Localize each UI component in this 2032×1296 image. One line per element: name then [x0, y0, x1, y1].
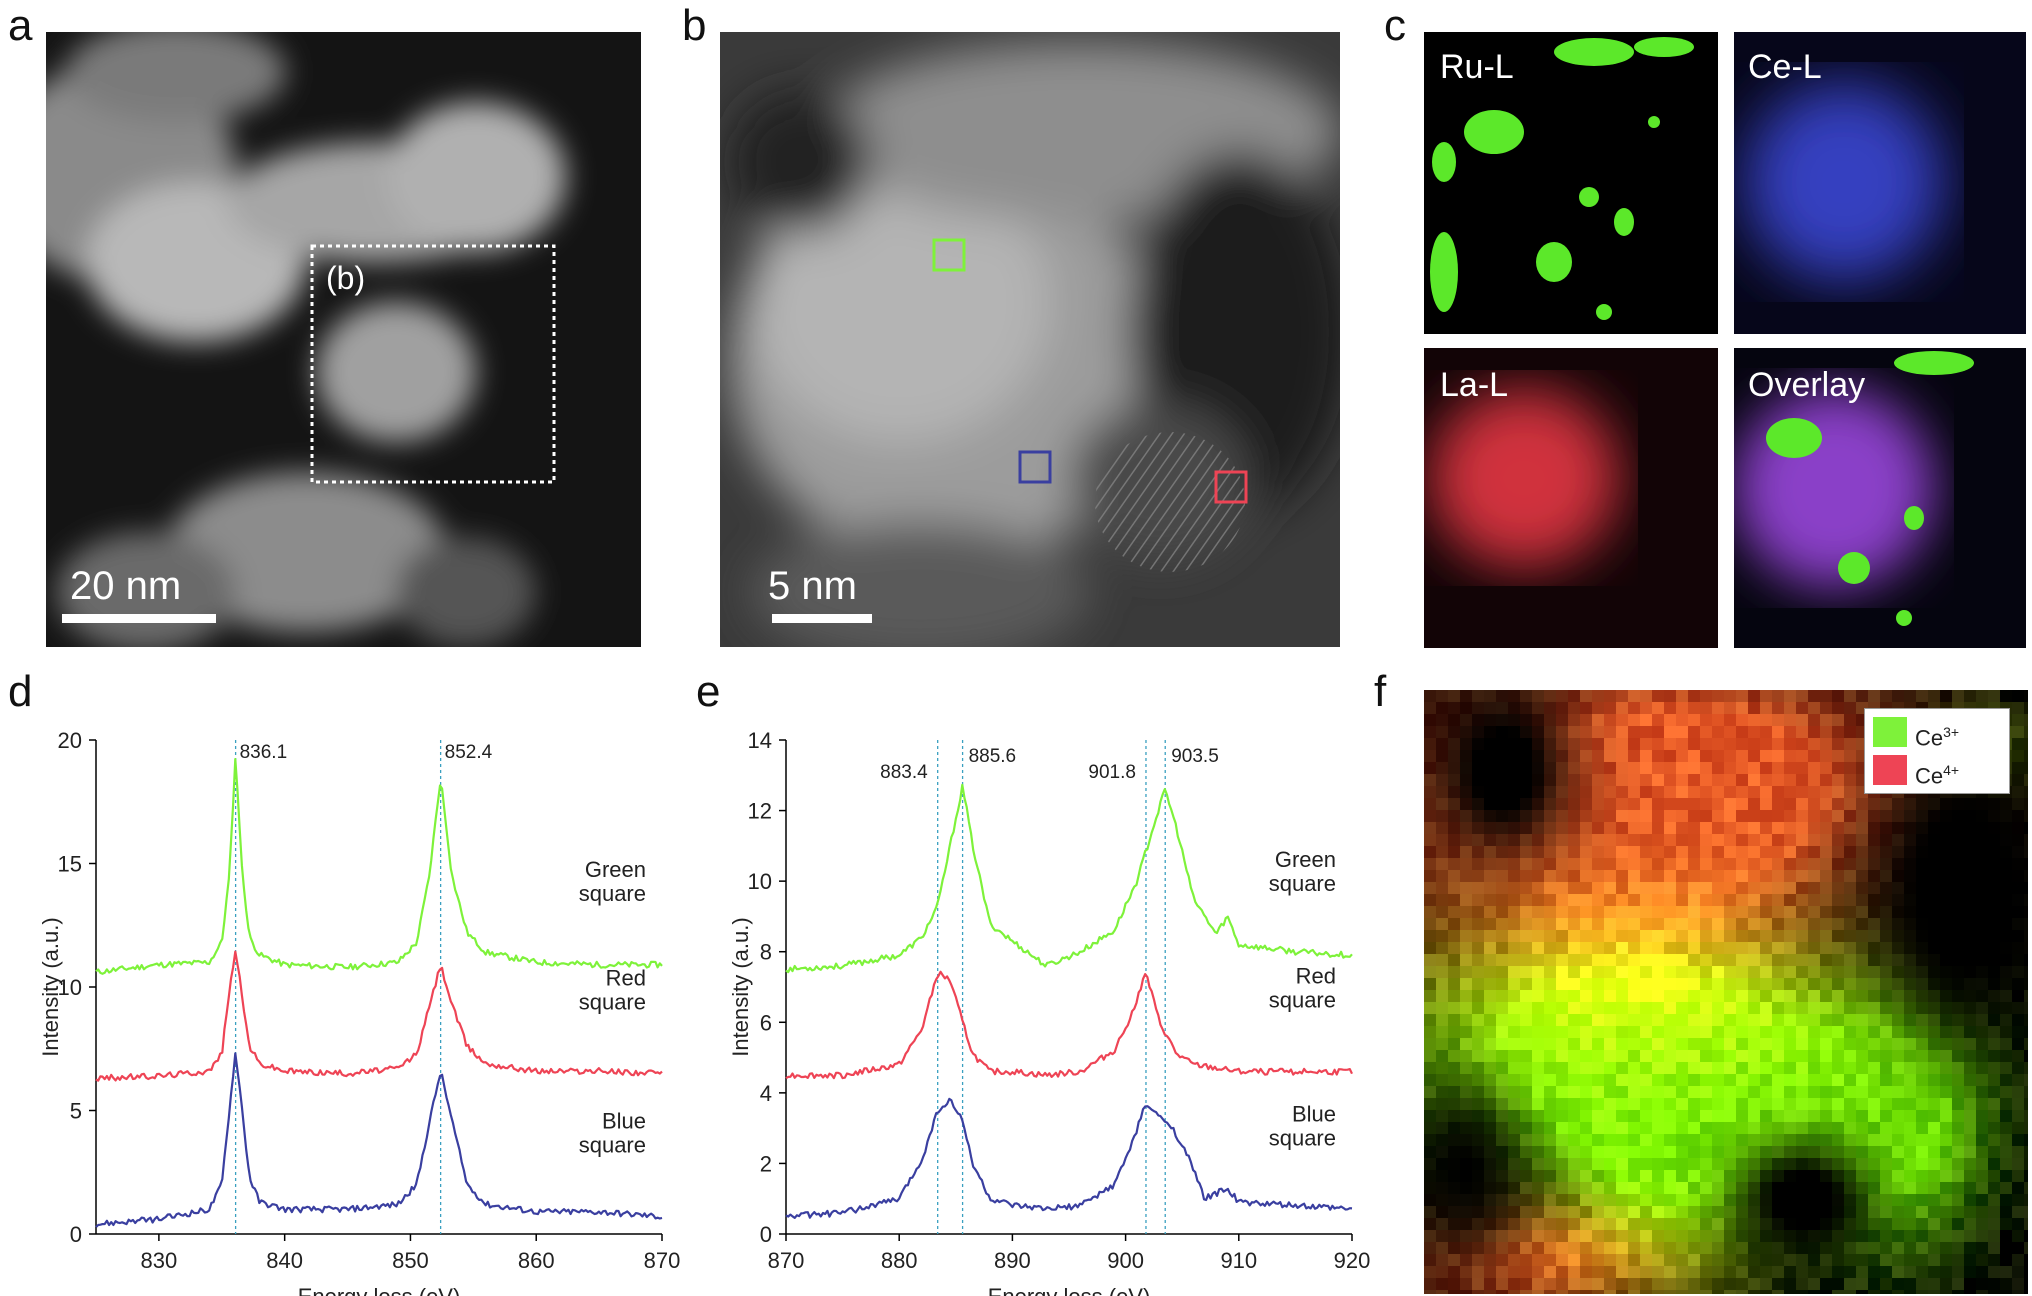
eds-map-ru-graphic [1424, 32, 1718, 334]
peak-label: 852.4 [445, 742, 493, 763]
peak-label: 885.6 [969, 746, 1017, 767]
green-square-marker [932, 238, 966, 272]
stem-image-b-graphic [720, 32, 1340, 647]
stem-image-a-graphic [46, 32, 641, 647]
series-label: square [579, 989, 646, 1014]
eds-map-ru: Ru-L [1424, 32, 1718, 334]
peak-label: 903.5 [1171, 746, 1219, 767]
series-label: square [579, 1133, 646, 1158]
stem-image-b: 5 nm [720, 32, 1340, 647]
eels-chart-ce-m45: 830 840 850 860 870 0 5 10 15 20 Energy loss (eV) I… [38, 728, 681, 1296]
panel-letter-b: b [682, 1, 707, 50]
peak-label: 836.1 [240, 742, 288, 763]
eels-chart-ce-m23: 870 880 890 900 910 920 0 2 4 6 8 10 12 14 Energy loss… [728, 728, 1371, 1296]
x-tick-label: 840 [266, 1248, 303, 1273]
eds-map-ce: Ce-L [1734, 32, 2026, 334]
series-label: Green [1275, 847, 1336, 872]
peak-label: 901.8 [1088, 762, 1136, 783]
series-label: square [1269, 988, 1336, 1013]
scalebar-label-b: 5 nm [768, 564, 857, 608]
series-line [785, 783, 1353, 974]
y-tick-label: 0 [760, 1222, 772, 1247]
eds-map-la-graphic [1424, 348, 1718, 648]
series-label: Green [585, 857, 646, 882]
series-line [95, 950, 663, 1082]
x-tick-label: 830 [141, 1248, 178, 1273]
map-legend: Ce3+ Ce4+ [1864, 708, 2010, 794]
series-line [785, 970, 1353, 1080]
panel-letter-a: a [8, 1, 33, 50]
map-label-overlay: Overlay [1748, 366, 1866, 404]
red-square-marker [1214, 470, 1248, 504]
x-axis-label: Energy loss (eV) [298, 1284, 461, 1296]
series-label: square [1269, 871, 1336, 896]
y-tick-label: 10 [748, 869, 772, 894]
scalebar-a [62, 614, 216, 623]
legend-label-ce3: Ce3+ [1915, 724, 1960, 751]
ce-valence-map-graphic [1424, 690, 2028, 1294]
peak-label: 883.4 [880, 762, 928, 783]
panel-letter-e: e [696, 667, 721, 716]
y-tick-label: 15 [58, 852, 82, 877]
panel-letter-c: c [1384, 1, 1406, 50]
map-label-ce: Ce-L [1748, 48, 1822, 86]
series-line [785, 1097, 1353, 1219]
y-tick-label: 6 [760, 1010, 772, 1035]
map-label-la: La-L [1440, 366, 1509, 404]
legend-swatch-ce3 [1873, 717, 1907, 747]
x-tick-label: 860 [518, 1248, 555, 1273]
eds-map-la: La-L [1424, 348, 1718, 648]
y-tick-label: 14 [748, 728, 772, 753]
y-tick-label: 5 [70, 1099, 82, 1124]
x-tick-label: 890 [994, 1248, 1031, 1273]
inset-box-b [310, 244, 556, 484]
y-tick-label: 20 [58, 728, 82, 753]
eds-map-overlay: Overlay [1734, 348, 2026, 648]
y-axis-label: Intensity (a.u.) [728, 917, 753, 1056]
series-line [95, 758, 663, 975]
scalebar-b [772, 614, 872, 623]
series-line [95, 1052, 663, 1228]
y-tick-label: 2 [760, 1151, 772, 1176]
stem-image-a: (b) 20 nm [46, 32, 641, 647]
y-tick-label: 12 [748, 799, 772, 824]
y-axis-label: Intensity (a.u.) [38, 917, 63, 1056]
x-axis-label: Energy loss (eV) [988, 1284, 1151, 1296]
eds-map-ce-graphic [1734, 32, 2026, 334]
series-label: square [579, 881, 646, 906]
eds-map-overlay-graphic [1734, 348, 2026, 648]
ce-valence-map: Ce3+ Ce4+ [1424, 690, 2028, 1294]
y-tick-label: 10 [58, 975, 82, 1000]
series-label: Blue [602, 1109, 646, 1134]
y-tick-label: 8 [760, 940, 772, 965]
series-label: Red [1296, 964, 1336, 989]
x-tick-label: 870 [768, 1248, 805, 1273]
map-label-ru: Ru-L [1440, 48, 1514, 86]
series-label: Red [606, 965, 646, 990]
x-tick-label: 900 [1107, 1248, 1144, 1273]
x-tick-label: 870 [644, 1248, 681, 1273]
legend-label-ce4: Ce4+ [1915, 762, 1960, 789]
scalebar-label-a: 20 nm [70, 564, 182, 608]
legend-swatch-ce4 [1873, 755, 1907, 785]
y-tick-label: 4 [760, 1081, 772, 1106]
inset-label-b: (b) [326, 260, 366, 296]
series-label: Blue [1292, 1101, 1336, 1126]
x-tick-label: 880 [881, 1248, 918, 1273]
panel-letter-d: d [8, 667, 33, 716]
series-label: square [1269, 1125, 1336, 1150]
x-tick-label: 920 [1334, 1248, 1371, 1273]
x-tick-label: 850 [392, 1248, 429, 1273]
blue-square-marker [1018, 450, 1052, 484]
x-tick-label: 910 [1220, 1248, 1257, 1273]
panel-letter-f: f [1374, 667, 1387, 716]
y-tick-label: 0 [70, 1222, 82, 1247]
